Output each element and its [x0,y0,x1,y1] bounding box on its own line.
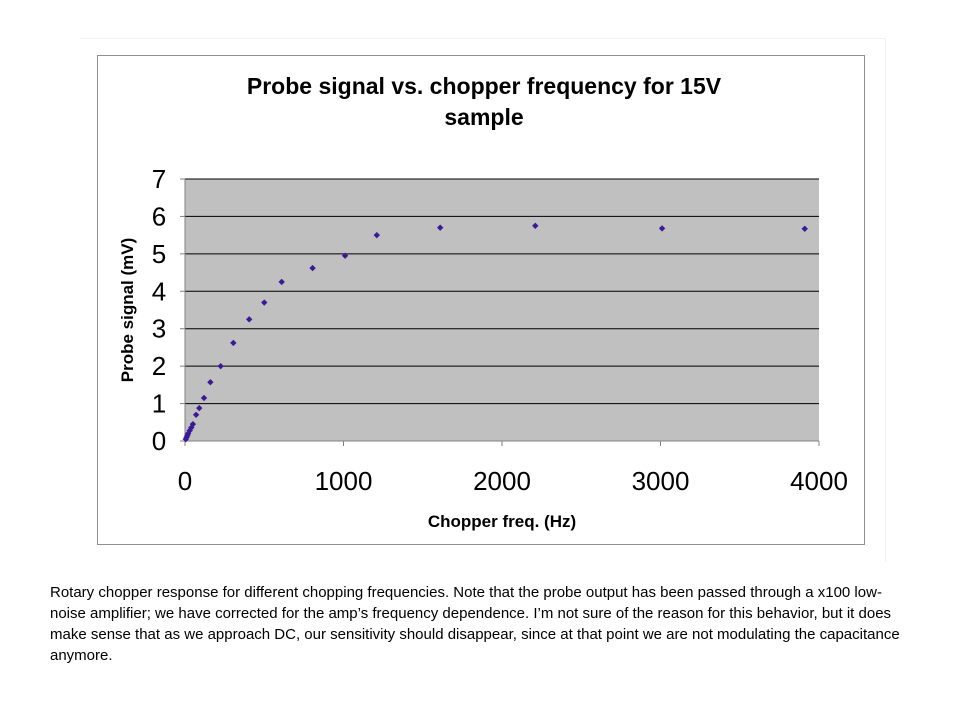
y-tick-label: 4 [152,276,166,306]
y-tick-label: 1 [152,389,166,419]
data-point [196,404,203,412]
y-axis-label: Probe signal (mV) [118,238,137,383]
data-point [217,362,224,370]
y-tick-label: 0 [152,426,166,456]
data-point [309,264,316,272]
data-point [436,224,444,231]
data-point [189,420,197,428]
data-point [801,225,808,232]
plot-area [185,179,819,441]
y-tick-label: 2 [152,351,166,381]
data-point [261,299,268,306]
y-tick-label: 3 [152,314,166,344]
data-point [207,379,214,386]
figure-caption: Rotary chopper response for different ch… [50,584,900,664]
x-tick-label: 3000 [632,466,690,496]
data-point [278,278,285,286]
y-tick-label: 7 [152,164,166,194]
data-point [192,411,200,418]
data-point [200,394,208,402]
chart-frame [80,38,886,562]
scatter-chart: Probe signal vs. chopper frequency for 1… [118,73,848,531]
data-point [230,339,237,347]
chart-title-line: Probe signal vs. chopper frequency for 1… [247,73,722,99]
x-tick-label: 2000 [473,466,531,496]
y-tick-label: 5 [152,239,166,269]
data-point [532,222,539,229]
y-tick-label: 6 [152,201,166,231]
data-point [341,252,349,259]
x-tick-label: 4000 [790,466,848,496]
data-point [188,424,195,431]
x-tick-label: 1000 [315,466,373,496]
data-point [373,231,380,239]
data-point [658,225,666,232]
x-axis-label: Chopper freq. (Hz) [428,512,576,531]
data-point [245,316,253,323]
chart-title-line: sample [444,104,523,130]
x-tick-label: 0 [178,466,192,496]
